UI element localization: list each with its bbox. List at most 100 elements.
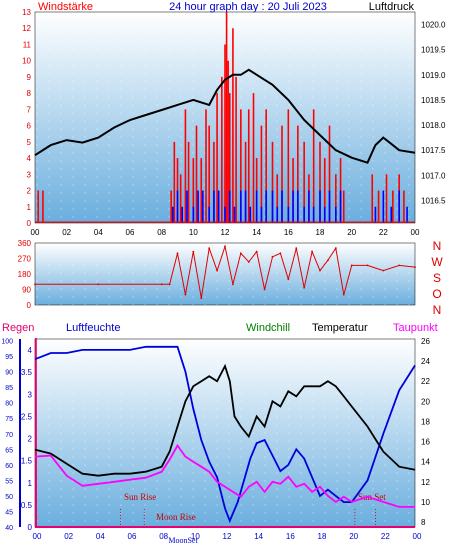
chart-title: 24 hour graph day : 20 Juli 2023 bbox=[169, 1, 327, 13]
wind-strength-label: Windstärke bbox=[38, 1, 93, 13]
windchill-label: Windchill bbox=[246, 322, 290, 334]
time-axis-tick: 00 bbox=[31, 228, 40, 237]
rain-axis-tick: 2.5 bbox=[21, 412, 33, 421]
time-axis-tick: 00 bbox=[411, 228, 420, 237]
temperature-axis-tick: 8 bbox=[421, 518, 426, 527]
wind-axis-tick: 4 bbox=[27, 154, 32, 163]
wind-direction-point bbox=[287, 278, 290, 281]
wind-axis-tick: 7 bbox=[27, 105, 32, 114]
wind-axis-tick: 5 bbox=[27, 138, 32, 147]
sun-rise-label: Sun Rise bbox=[124, 492, 156, 502]
wind-axis-tick: 10 bbox=[22, 57, 31, 66]
wind-direction-point bbox=[303, 286, 306, 289]
pressure-line bbox=[34, 68, 416, 164]
wind-direction-point bbox=[97, 283, 100, 286]
time-axis-tick: 10 bbox=[191, 532, 200, 541]
wind-direction-point bbox=[414, 266, 416, 269]
wind-axis-tick: 0 bbox=[27, 219, 32, 228]
time-axis-tick: 02 bbox=[64, 532, 73, 541]
time-axis-tick: 02 bbox=[62, 228, 71, 237]
temperature-axis-tick: 14 bbox=[421, 458, 430, 467]
time-axis-tick: 16 bbox=[284, 228, 293, 237]
wind-axis-tick: 6 bbox=[27, 122, 32, 131]
wind-direction-point bbox=[247, 261, 250, 263]
rain-line bbox=[34, 338, 415, 528]
time-axis-tick: 00 bbox=[413, 532, 422, 541]
humidity-axis-tick: 40 bbox=[5, 525, 13, 532]
humidity-axis-tick: 95 bbox=[5, 354, 13, 361]
rain-axis-tick: 1 bbox=[28, 479, 33, 488]
humidity-axis-tick: 85 bbox=[5, 385, 13, 392]
wind-direction-point bbox=[34, 283, 36, 286]
wind-axis-tick: 11 bbox=[23, 40, 32, 49]
humidity-axis-tick: 55 bbox=[5, 478, 13, 485]
temperature-line bbox=[34, 363, 416, 477]
wind-axis-tick: 12 bbox=[22, 24, 31, 33]
humidity-axis-tick: 60 bbox=[5, 463, 13, 470]
time-axis-tick: 18 bbox=[316, 228, 325, 237]
direction-letter: O bbox=[432, 287, 441, 301]
wind-direction-point bbox=[176, 252, 179, 255]
rain-axis-tick: 0.5 bbox=[21, 501, 33, 510]
wind-axis-tick: 9 bbox=[27, 73, 32, 82]
sun-set-label: Sun Set bbox=[358, 492, 386, 502]
wind-direction-point bbox=[295, 247, 298, 250]
time-axis-tick: 10 bbox=[189, 228, 198, 237]
temperature-axis-tick: 20 bbox=[421, 397, 430, 406]
time-axis-tick: 12 bbox=[223, 532, 232, 541]
time-axis-tick: 08 bbox=[157, 228, 166, 237]
wind-direction-point bbox=[334, 247, 337, 250]
temperature-label: Temperatur bbox=[312, 322, 368, 334]
wind-direction-point bbox=[192, 250, 195, 253]
wind-axis-tick: 3 bbox=[27, 170, 32, 179]
humidity-axis-tick: 100 bbox=[1, 339, 13, 346]
direction-letter: W bbox=[431, 255, 443, 269]
direction-axis-tick: 180 bbox=[18, 270, 32, 279]
wind-direction-point bbox=[168, 283, 171, 286]
wind-axis-tick: 8 bbox=[27, 89, 32, 98]
temperature-axis-tick: 10 bbox=[421, 498, 430, 507]
middle-plot-grid bbox=[35, 243, 415, 305]
dewpoint-line bbox=[34, 443, 415, 508]
time-axis-tick: 00 bbox=[33, 532, 42, 541]
wind-direction-point bbox=[311, 250, 313, 253]
temperature-axis-tick: 18 bbox=[421, 417, 430, 426]
wind-axis-tick: 2 bbox=[27, 187, 32, 196]
wind-direction-point bbox=[271, 255, 274, 258]
time-axis-tick: 04 bbox=[96, 532, 105, 541]
wind-direction-point bbox=[327, 259, 329, 262]
time-axis-tick: 18 bbox=[318, 532, 327, 541]
wind-direction-point bbox=[232, 283, 234, 286]
direction-axis-tick: 270 bbox=[18, 255, 32, 264]
moon-rise-label: Moon Rise bbox=[156, 512, 196, 522]
wind-direction-point bbox=[366, 264, 369, 267]
direction-axis-tick: 360 bbox=[18, 239, 32, 248]
rain-axis-tick: 0 bbox=[28, 523, 33, 532]
temperature-axis-tick: 24 bbox=[421, 357, 430, 366]
direction-letter: N bbox=[433, 239, 442, 253]
time-axis-tick: 04 bbox=[94, 228, 103, 237]
wind-direction-point bbox=[239, 252, 242, 255]
time-axis-tick: 22 bbox=[381, 532, 390, 541]
time-axis-tick: 14 bbox=[254, 532, 263, 541]
humidity-axis-tick: 80 bbox=[5, 401, 13, 408]
direction-letter: N bbox=[433, 303, 442, 317]
temperature-axis-tick: 16 bbox=[421, 438, 430, 447]
humidity-axis-tick: 75 bbox=[5, 416, 13, 423]
wind-axis-tick: 13 bbox=[22, 8, 31, 17]
pressure-axis-tick: 1016.5 bbox=[421, 196, 446, 205]
time-axis-tick: 20 bbox=[347, 228, 356, 237]
humidity-label: Luftfeuchte bbox=[66, 322, 120, 334]
wind-direction-point bbox=[208, 247, 211, 250]
wind-direction-point bbox=[319, 269, 321, 272]
humidity-axis-tick: 50 bbox=[5, 494, 13, 501]
wind-direction-point bbox=[216, 269, 218, 272]
wind-direction-point bbox=[184, 293, 187, 296]
pressure-axis-tick: 1019.0 bbox=[421, 71, 446, 80]
wind-direction-point bbox=[224, 245, 226, 248]
rain-axis-tick: 4 bbox=[28, 346, 33, 355]
dewpoint-label: Taupunkt bbox=[393, 322, 438, 334]
wind-direction-point bbox=[160, 283, 163, 286]
direction-axis-tick: 90 bbox=[22, 286, 31, 295]
